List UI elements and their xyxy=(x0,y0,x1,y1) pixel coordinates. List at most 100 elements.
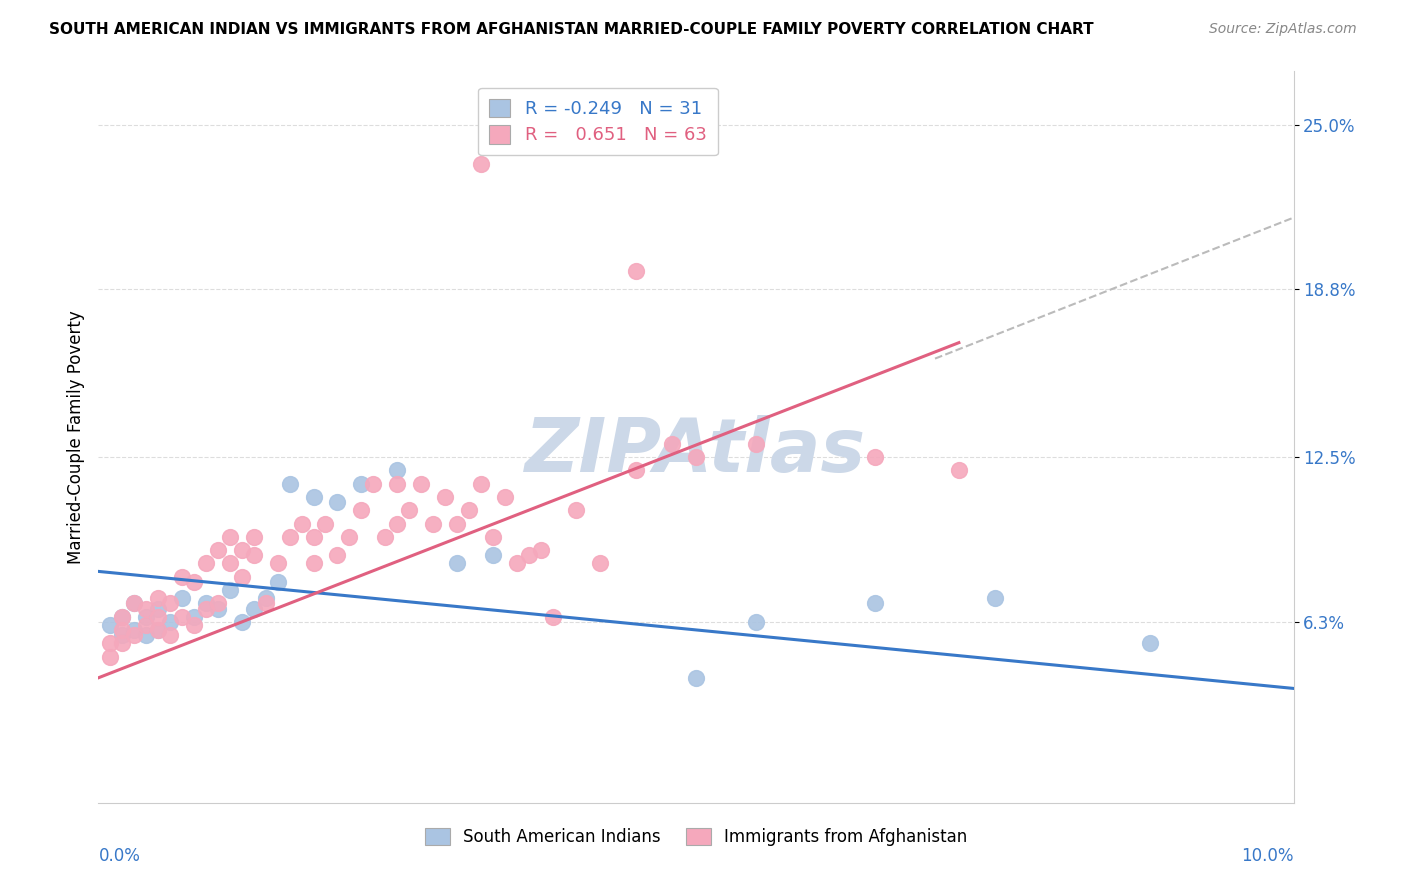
Point xyxy=(98,617,122,632)
Point xyxy=(207,596,229,610)
Point xyxy=(207,543,229,558)
Point xyxy=(159,596,181,610)
Point xyxy=(207,601,229,615)
Point xyxy=(159,615,181,629)
Point xyxy=(385,463,409,477)
Point xyxy=(195,596,218,610)
Point xyxy=(98,649,122,664)
Point xyxy=(411,476,433,491)
Point xyxy=(159,628,181,642)
Point xyxy=(111,628,134,642)
Point xyxy=(326,549,349,563)
Point xyxy=(984,591,1007,605)
Text: ZIPAtlas: ZIPAtlas xyxy=(526,415,866,488)
Legend: South American Indians, Immigrants from Afghanistan: South American Indians, Immigrants from … xyxy=(418,822,974,853)
Point xyxy=(565,503,588,517)
Point xyxy=(243,549,266,563)
Point xyxy=(183,575,205,590)
Point xyxy=(195,601,218,615)
Point xyxy=(470,476,492,491)
Point xyxy=(661,436,683,450)
Point xyxy=(243,530,266,544)
Point xyxy=(111,609,134,624)
Point xyxy=(745,436,768,450)
Point xyxy=(124,596,146,610)
Point xyxy=(446,557,468,571)
Point xyxy=(541,609,564,624)
Point xyxy=(183,609,205,624)
Point xyxy=(135,601,157,615)
Point xyxy=(363,476,385,491)
Point xyxy=(148,623,170,637)
Point xyxy=(685,671,707,685)
Point xyxy=(530,543,553,558)
Point xyxy=(350,503,373,517)
Y-axis label: Married-Couple Family Poverty: Married-Couple Family Poverty xyxy=(66,310,84,564)
Point xyxy=(148,609,170,624)
Point xyxy=(302,557,325,571)
Point xyxy=(278,530,301,544)
Point xyxy=(745,615,768,629)
Point xyxy=(494,490,516,504)
Point xyxy=(124,628,146,642)
Point xyxy=(422,516,444,531)
Text: Source: ZipAtlas.com: Source: ZipAtlas.com xyxy=(1209,22,1357,37)
Point xyxy=(111,609,134,624)
Point xyxy=(135,609,157,624)
Point xyxy=(374,530,396,544)
Point xyxy=(302,530,325,544)
Point xyxy=(482,549,505,563)
Point xyxy=(135,628,157,642)
Point xyxy=(111,636,134,650)
Point xyxy=(315,516,337,531)
Point xyxy=(98,636,122,650)
Point xyxy=(148,591,170,605)
Point xyxy=(172,591,194,605)
Point xyxy=(219,557,242,571)
Point xyxy=(231,615,253,629)
Point xyxy=(267,575,290,590)
Point xyxy=(350,476,373,491)
Point xyxy=(626,463,648,477)
Point xyxy=(865,450,887,464)
Point xyxy=(482,530,505,544)
Point xyxy=(385,476,409,491)
Point xyxy=(1139,636,1161,650)
Point xyxy=(517,549,540,563)
Point xyxy=(589,557,612,571)
Point xyxy=(219,530,242,544)
Point xyxy=(302,490,325,504)
Point xyxy=(339,530,361,544)
Point xyxy=(124,596,146,610)
Point xyxy=(254,596,277,610)
Point xyxy=(231,570,253,584)
Point xyxy=(291,516,314,531)
Point xyxy=(254,591,277,605)
Point xyxy=(278,476,301,491)
Text: 10.0%: 10.0% xyxy=(1241,847,1294,864)
Point xyxy=(148,623,170,637)
Point xyxy=(219,582,242,597)
Point xyxy=(685,450,707,464)
Point xyxy=(865,596,887,610)
Point xyxy=(172,570,194,584)
Point xyxy=(385,516,409,531)
Point xyxy=(172,609,194,624)
Point xyxy=(135,617,157,632)
Point xyxy=(948,463,970,477)
Point xyxy=(231,543,253,558)
Point xyxy=(470,157,492,171)
Point xyxy=(326,495,349,509)
Point xyxy=(506,557,529,571)
Point xyxy=(183,617,205,632)
Text: SOUTH AMERICAN INDIAN VS IMMIGRANTS FROM AFGHANISTAN MARRIED-COUPLE FAMILY POVER: SOUTH AMERICAN INDIAN VS IMMIGRANTS FROM… xyxy=(49,22,1094,37)
Point xyxy=(458,503,481,517)
Text: 0.0%: 0.0% xyxy=(98,847,141,864)
Point xyxy=(243,601,266,615)
Point xyxy=(148,601,170,615)
Point xyxy=(398,503,420,517)
Point xyxy=(111,623,134,637)
Point xyxy=(124,623,146,637)
Point xyxy=(434,490,457,504)
Point xyxy=(267,557,290,571)
